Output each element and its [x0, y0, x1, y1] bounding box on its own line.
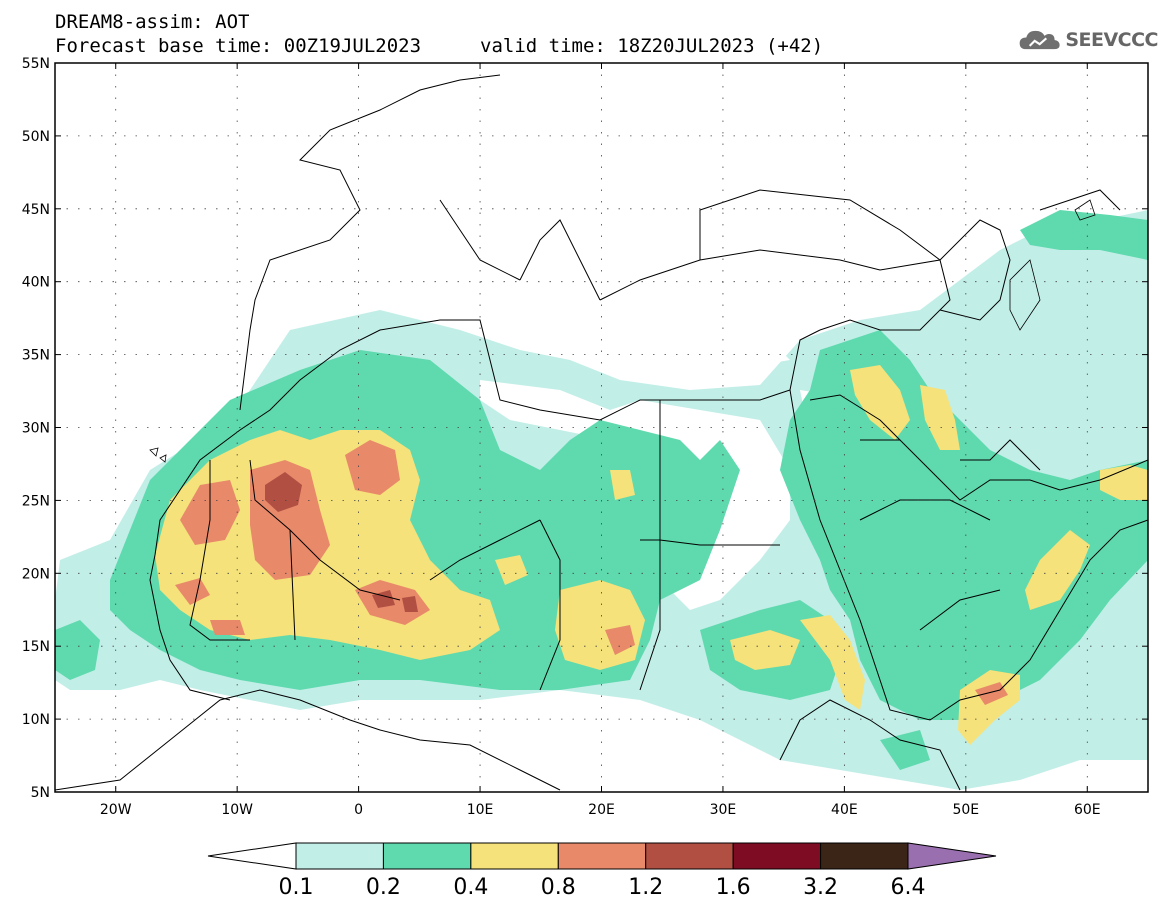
colorbar-under-arrow	[207, 842, 297, 870]
lat-label: 40N	[22, 275, 50, 291]
colorbar-label: 0.2	[366, 875, 401, 900]
colorbar-label: 0.8	[541, 875, 576, 900]
lon-label: 10E	[467, 802, 494, 818]
colorbar-label: 1.2	[628, 875, 663, 900]
logo-text: SEEVCCC	[1065, 29, 1158, 51]
lon-label: 50E	[952, 802, 979, 818]
colorbar-box	[470, 842, 559, 870]
colorbar-box	[295, 842, 384, 870]
lat-label: 15N	[22, 639, 50, 655]
colorbar-over-arrow	[907, 842, 997, 870]
colorbar-box	[557, 842, 647, 870]
map-title: DREAM8-assim: AOT	[55, 11, 250, 33]
colorbar-label: 3.2	[803, 875, 838, 900]
forecast-base-time: Forecast base time: 00Z19JUL2023	[55, 35, 422, 57]
colorbar-box	[645, 842, 734, 870]
axis-ticks	[55, 62, 1148, 793]
lat-label: 20N	[22, 566, 50, 582]
lat-label: 10N	[22, 712, 50, 728]
coastlines	[55, 74, 1148, 791]
inland-waters	[149, 199, 1096, 463]
lat-label: 5N	[31, 785, 50, 801]
lat-label: 35N	[22, 348, 50, 364]
lat-label: 55N	[22, 56, 50, 72]
seevccc-logo: SEEVCCC	[1018, 24, 1158, 56]
lon-label: 60E	[1074, 802, 1101, 818]
colorbar: 0.1 0.2 0.4 0.8 1.2 1.6 3.2 6.4	[207, 842, 997, 900]
cloud-icon	[1019, 30, 1060, 50]
lon-label: 10W	[221, 802, 253, 818]
lat-label: 25N	[22, 493, 50, 509]
valid-time: valid time: 18Z20JUL2023 (+42)	[480, 35, 824, 57]
lat-label: 45N	[22, 202, 50, 218]
longitude-labels: 20W 10W 0 10E 20E 30E 40E 50E 60E	[100, 802, 1101, 818]
aot-level-1-2	[265, 472, 418, 612]
lon-label: 40E	[831, 802, 858, 818]
lat-label: 50N	[22, 129, 50, 145]
lon-label: 30E	[710, 802, 737, 818]
colorbar-label: 6.4	[891, 875, 926, 900]
lon-label: 20E	[588, 802, 615, 818]
lon-label: 20W	[100, 802, 132, 818]
colorbar-label: 1.6	[716, 875, 751, 900]
colorbar-box	[820, 842, 909, 870]
lat-label: 30N	[22, 421, 50, 437]
lon-label: 0	[354, 802, 363, 818]
latitude-labels: 55N 50N 45N 40N 35N 30N 25N 20N 15N 10N 5N	[22, 56, 50, 801]
colorbar-box	[732, 842, 822, 870]
colorbar-label: 0.1	[279, 875, 314, 900]
colorbar-label: 0.4	[453, 875, 488, 900]
colorbar-box	[382, 842, 472, 870]
